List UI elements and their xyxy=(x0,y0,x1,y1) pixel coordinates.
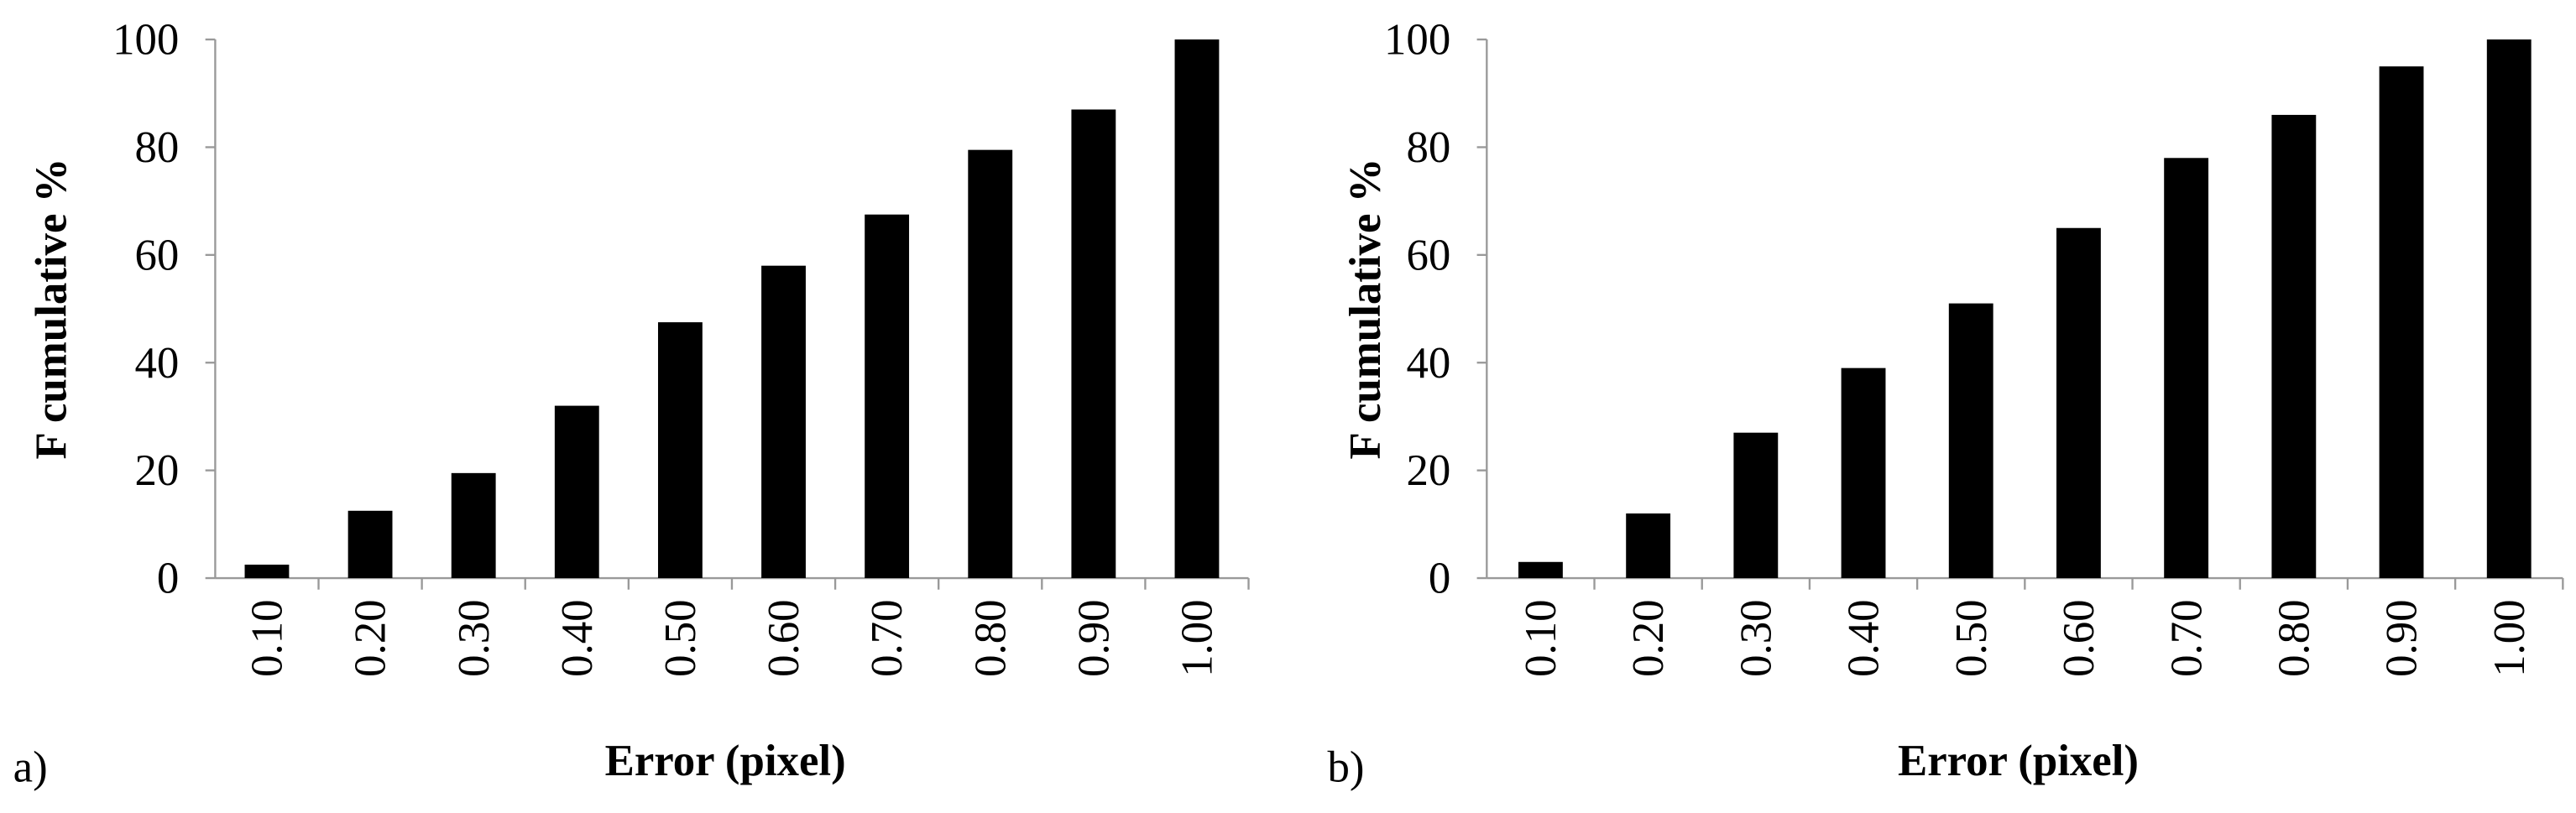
bar xyxy=(347,510,393,579)
y-tick-label: 20 xyxy=(1406,446,1450,495)
panel-label: b) xyxy=(1327,743,1364,792)
x-tick-label: 0.30 xyxy=(1732,599,1780,676)
y-tick-label: 60 xyxy=(135,231,180,279)
bar xyxy=(451,472,496,579)
bar xyxy=(2164,158,2209,579)
y-tick-label: 80 xyxy=(1406,123,1450,172)
bar xyxy=(554,405,599,579)
x-tick-label: 0.70 xyxy=(863,599,912,676)
x-tick-label: 1.00 xyxy=(1173,599,1222,676)
y-tick-label: 100 xyxy=(1384,16,1450,65)
bar xyxy=(1626,513,1671,579)
bar xyxy=(1174,39,1220,579)
y-tick-label: 40 xyxy=(1406,339,1450,388)
x-tick-label: 0.50 xyxy=(1947,599,1996,676)
bar xyxy=(2486,39,2532,579)
x-tick-label: 0.20 xyxy=(347,599,395,676)
bar xyxy=(1841,367,1886,579)
x-tick-label: 0.70 xyxy=(2162,599,2211,676)
x-tick-label: 0.60 xyxy=(760,599,808,676)
y-tick-label: 0 xyxy=(1429,555,1450,603)
bar xyxy=(1948,303,1993,579)
bar xyxy=(968,149,1013,579)
x-tick-label: 0.80 xyxy=(2270,599,2318,676)
x-tick-label: 0.40 xyxy=(1840,599,1889,676)
x-axis-label: Error (pixel) xyxy=(1898,737,2139,785)
x-tick-label: 0.50 xyxy=(656,599,705,676)
y-tick-label: 80 xyxy=(135,123,180,172)
bar xyxy=(1733,432,1779,579)
y-tick-label: 0 xyxy=(157,555,179,603)
y-axis-label: F cumulative % xyxy=(1341,159,1390,460)
bar xyxy=(1518,561,1563,579)
y-tick-label: 60 xyxy=(1406,231,1450,279)
x-tick-label: 0.90 xyxy=(2378,599,2427,676)
bar xyxy=(761,265,806,579)
bar xyxy=(2379,66,2424,579)
y-tick-label: 100 xyxy=(112,16,179,65)
x-tick-label: 0.10 xyxy=(1517,599,1565,676)
panel-label: a) xyxy=(13,743,48,792)
bar xyxy=(865,214,910,579)
x-tick-label: 0.60 xyxy=(2055,599,2103,676)
x-tick-label: 1.00 xyxy=(2485,599,2534,676)
y-tick-label: 20 xyxy=(135,446,180,495)
bar xyxy=(1071,109,1116,579)
x-axis-label: Error (pixel) xyxy=(605,737,846,785)
x-tick-label: 0.20 xyxy=(1624,599,1673,676)
y-tick-label: 40 xyxy=(135,339,180,388)
y-axis-label: F cumulative % xyxy=(27,159,76,460)
bar xyxy=(2271,114,2317,579)
bar xyxy=(244,564,290,579)
bar xyxy=(657,322,703,579)
x-tick-label: 0.10 xyxy=(243,599,292,676)
x-tick-label: 0.80 xyxy=(966,599,1015,676)
x-tick-label: 0.40 xyxy=(553,599,602,676)
x-tick-label: 0.30 xyxy=(450,599,499,676)
x-tick-label: 0.90 xyxy=(1069,599,1118,676)
bar xyxy=(2056,227,2101,579)
